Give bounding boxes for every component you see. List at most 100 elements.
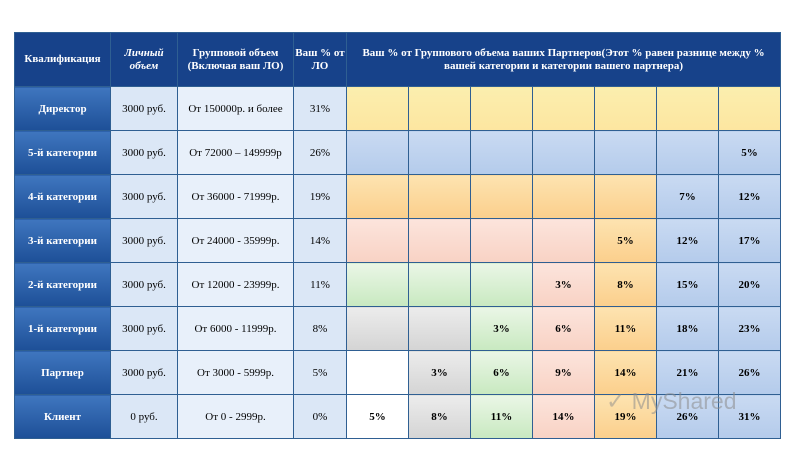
row-your-percent: 5% <box>293 350 347 395</box>
row-personal-volume: 3000 руб. <box>110 130 178 175</box>
partner-percent-cell: 12% <box>717 174 782 219</box>
row-group-volume: От 3000 - 5999р. <box>177 350 294 395</box>
partner-percent-cell <box>594 86 657 131</box>
partner-percent-cell <box>470 218 533 263</box>
partner-percent-cell: 6% <box>532 306 595 351</box>
partner-percent-cell: 7% <box>656 174 719 219</box>
row-group-volume: От 0 - 2999р. <box>177 394 294 439</box>
partner-percent-cell: 21% <box>656 350 719 395</box>
row-group-volume: От 12000 - 23999р. <box>177 262 294 307</box>
table-row: 5-й категории 3000 руб. От 72000 – 149999р… <box>14 130 782 175</box>
partner-percent-cell: 8% <box>408 394 471 439</box>
partner-percent-cell: 26% <box>717 350 782 395</box>
partner-percent-cell: 31% <box>717 394 782 439</box>
partner-percent-cell: 5% <box>594 218 657 263</box>
partner-percent-cell <box>594 174 657 219</box>
partner-percent-cell <box>717 86 782 131</box>
partner-percent-cell <box>470 174 533 219</box>
row-group-volume: От 72000 – 149999р <box>177 130 294 175</box>
row-your-percent: 14% <box>293 218 347 263</box>
partner-percent-cell: 3% <box>408 350 471 395</box>
partner-percent-cell: 19% <box>594 394 657 439</box>
header-your-percent: Ваш % от ЛО <box>293 32 347 87</box>
partner-percent-cell: 14% <box>532 394 595 439</box>
partner-percent-cell <box>656 130 719 175</box>
row-qualification: Директор <box>14 86 111 131</box>
row-group-volume: От 6000 - 11999р. <box>177 306 294 351</box>
row-qualification: 2-й категории <box>14 262 111 307</box>
partner-percent-cell <box>408 86 471 131</box>
partner-percent-cell: 12% <box>656 218 719 263</box>
partner-percent-cell <box>346 218 409 263</box>
partner-percent-cell: 14% <box>594 350 657 395</box>
partner-percent-cell: 11% <box>594 306 657 351</box>
partner-percent-cell <box>346 262 409 307</box>
row-personal-volume: 3000 руб. <box>110 86 178 131</box>
row-group-volume: От 24000 - 35999р. <box>177 218 294 263</box>
row-qualification: 1-й категории <box>14 306 111 351</box>
qualification-table: Квалификация Личный объем Групповой объе… <box>14 32 782 439</box>
row-qualification: 4-й категории <box>14 174 111 219</box>
partner-percent-cell <box>346 350 409 395</box>
partner-percent-cell <box>470 86 533 131</box>
partner-percent-cell <box>408 130 471 175</box>
table-row: Партнер 3000 руб. От 3000 - 5999р. 5% 3% 6% 9%… <box>14 350 782 395</box>
partner-percent-cell <box>408 306 471 351</box>
row-qualification: 5-й категории <box>14 130 111 175</box>
row-group-volume: От 150000р. и более <box>177 86 294 131</box>
partner-percent-cell: 5% <box>346 394 409 439</box>
partner-percent-cell: 9% <box>532 350 595 395</box>
row-your-percent: 11% <box>293 262 347 307</box>
row-your-percent: 19% <box>293 174 347 219</box>
header-qualification: Квалификация <box>14 32 111 87</box>
row-personal-volume: 0 руб. <box>110 394 178 439</box>
header-group-volume: Групповой объем (Включая ваш ЛО) <box>177 32 294 87</box>
row-personal-volume: 3000 руб. <box>110 262 178 307</box>
partner-percent-cell: 3% <box>470 306 533 351</box>
partner-percent-cell <box>470 130 533 175</box>
row-personal-volume: 3000 руб. <box>110 218 178 263</box>
row-personal-volume: 3000 руб. <box>110 306 178 351</box>
partner-percent-cell <box>532 174 595 219</box>
partner-percent-cell <box>408 262 471 307</box>
row-qualification: Клиент <box>14 394 111 439</box>
header-row: Квалификация Личный объем Групповой объе… <box>14 32 782 87</box>
partner-percent-cell <box>532 218 595 263</box>
partner-percent-cell <box>346 130 409 175</box>
table-row: Директор 3000 руб. От 150000р. и более 31% <box>14 86 782 131</box>
partner-percent-cell <box>656 86 719 131</box>
partner-percent-cell <box>346 306 409 351</box>
partner-percent-cell: 3% <box>532 262 595 307</box>
table-body: Директор 3000 руб. От 150000р. и более 31% 5… <box>14 86 782 439</box>
partner-percent-cell: 11% <box>470 394 533 439</box>
row-qualification: Партнер <box>14 350 111 395</box>
partner-percent-cell: 8% <box>594 262 657 307</box>
partner-percent-cell <box>346 174 409 219</box>
table-row: Клиент 0 руб. От 0 - 2999р. 0% 5% 8% 11% 14% 19%… <box>14 394 782 439</box>
partner-percent-cell <box>408 218 471 263</box>
header-partners-percent: Ваш % от Группового объема ваших Партнер… <box>345 32 782 87</box>
partner-percent-cell: 6% <box>470 350 533 395</box>
row-your-percent: 8% <box>293 306 347 351</box>
row-your-percent: 31% <box>293 86 347 131</box>
row-your-percent: 26% <box>293 130 347 175</box>
partner-percent-cell <box>408 174 471 219</box>
row-personal-volume: 3000 руб. <box>110 350 178 395</box>
header-personal-volume: Личный объем <box>110 32 178 87</box>
partner-percent-cell: 20% <box>717 262 782 307</box>
table-row: 2-й категории 3000 руб. От 12000 - 23999р.… <box>14 262 782 307</box>
table-row: 4-й категории 3000 руб. От 36000 - 71999р.… <box>14 174 782 219</box>
partner-percent-cell: 5% <box>717 130 782 175</box>
partner-percent-cell <box>346 86 409 131</box>
table-row: 1-й категории 3000 руб. От 6000 - 11999р. 8… <box>14 306 782 351</box>
partner-percent-cell: 18% <box>656 306 719 351</box>
partner-percent-cell <box>594 130 657 175</box>
partner-percent-cell <box>532 86 595 131</box>
partner-percent-cell: 17% <box>717 218 782 263</box>
partner-percent-cell <box>470 262 533 307</box>
partner-percent-cell <box>532 130 595 175</box>
row-personal-volume: 3000 руб. <box>110 174 178 219</box>
partner-percent-cell: 15% <box>656 262 719 307</box>
row-qualification: 3-й категории <box>14 218 111 263</box>
partner-percent-cell: 23% <box>717 306 782 351</box>
